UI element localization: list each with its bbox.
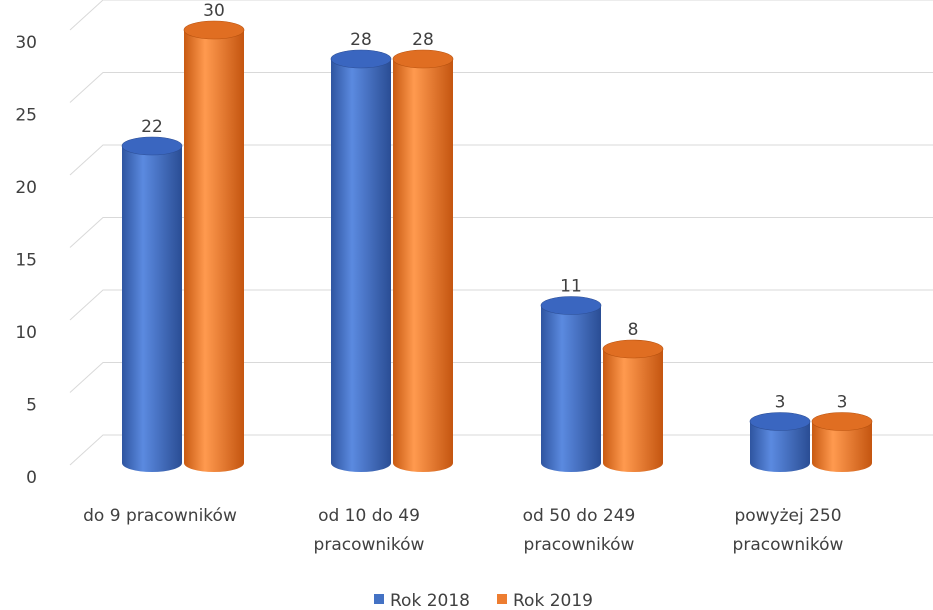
data-label: 28 [412, 30, 434, 50]
bar-rok-2018-2 [330, 49, 392, 472]
gridline [69, 144, 933, 176]
y-tick-label: 0 [26, 468, 37, 488]
gridline [69, 72, 933, 103]
bar-top [602, 339, 664, 359]
y-tick-label: 20 [15, 178, 37, 198]
y-tick-label: 10 [15, 323, 37, 343]
data-labels: 22 28 11 3 30 28 8 3 [141, 1, 847, 413]
bar-top [749, 412, 811, 431]
y-tick-label: 5 [26, 396, 37, 416]
bar-body [750, 421, 810, 472]
bar-rok-2019-2 [392, 49, 454, 472]
x-category-label: do 9 pracowników [83, 506, 237, 526]
bar-body [331, 59, 391, 472]
bar-body [184, 30, 244, 472]
y-tick-label: 30 [15, 33, 37, 53]
bar-rok-2019-1 [183, 20, 245, 472]
bar-top [121, 136, 183, 156]
bar-top [330, 49, 392, 69]
legend-swatch-rok-2018 [374, 594, 384, 604]
bar-top [392, 49, 454, 69]
bar-body [812, 421, 872, 472]
bar-rok-2019-4 [811, 412, 873, 472]
bar-body [541, 305, 601, 472]
legend-label-rok-2018: Rok 2018 [390, 591, 470, 610]
y-tick-label: 25 [15, 106, 37, 126]
gridline [69, 289, 933, 321]
bar-body [393, 59, 453, 472]
data-label: 11 [560, 277, 582, 297]
legend: Rok 2018 Rok 2019 [374, 591, 593, 610]
data-label: 3 [837, 393, 848, 413]
gridline [69, 0, 933, 31]
x-category-label: powyżej 250 pracowników [733, 506, 844, 555]
x-axis-categories: do 9 pracowników od 10 do 49 pracowników od… [83, 506, 843, 555]
bar-rok-2018-4 [749, 412, 811, 472]
gridline [69, 217, 933, 248]
bar-rok-2019-3 [602, 339, 664, 472]
y-tick-label: 15 [15, 251, 37, 271]
bar-top [183, 20, 245, 40]
data-label: 22 [141, 117, 163, 137]
data-label: 3 [775, 393, 786, 413]
x-category-label: od 10 do 49 pracowników [314, 506, 425, 555]
bar-top [540, 296, 602, 315]
gridlines [69, 0, 933, 466]
bars [121, 20, 873, 472]
bar-body [603, 349, 663, 472]
x-category-label: od 50 do 249 pracowników [523, 506, 636, 555]
legend-label-rok-2019: Rok 2019 [513, 591, 593, 610]
bar-rok-2018-1 [121, 136, 183, 472]
bar-top [811, 412, 873, 431]
legend-swatch-rok-2019 [497, 594, 507, 604]
data-label: 30 [203, 1, 225, 21]
bar-body [122, 146, 182, 472]
bar-rok-2018-3 [540, 296, 602, 472]
y-axis-ticks: 0 5 10 15 20 25 30 [15, 33, 37, 488]
data-label: 28 [350, 30, 372, 50]
data-label: 8 [628, 320, 639, 340]
